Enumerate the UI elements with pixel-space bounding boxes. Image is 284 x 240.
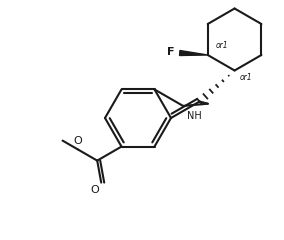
Text: or1: or1 [216, 41, 228, 50]
Text: O: O [91, 185, 100, 195]
Text: O: O [74, 136, 83, 146]
Text: or1: or1 [240, 72, 252, 82]
Polygon shape [179, 50, 208, 55]
Text: F: F [167, 47, 175, 57]
Text: NH: NH [187, 111, 202, 121]
